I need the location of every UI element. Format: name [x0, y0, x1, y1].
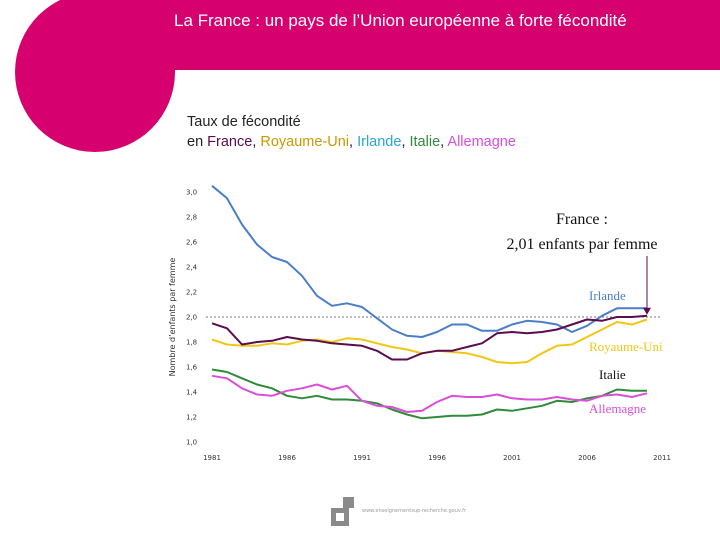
series-line-allemagne [211, 374, 648, 413]
y-tick-label: 2,6 [186, 239, 198, 247]
subtitle-france: France [207, 134, 253, 150]
ministry-logo-icon [331, 497, 354, 526]
annotation-arrow-head [643, 307, 651, 315]
series-line-france [211, 314, 648, 361]
x-tick-label: 2011 [653, 454, 671, 462]
slide-title: La France : un pays de l’Union européenn… [174, 11, 627, 30]
series-label-italie: Italie [599, 367, 626, 382]
subtitle-allemagne: Allemagne [447, 134, 516, 150]
subtitle-irlande: Irlande [357, 134, 402, 150]
subtitle-sep-3: , [401, 134, 410, 150]
x-tick-label: 1991 [353, 454, 371, 462]
subtitle-prefix: en [187, 134, 208, 150]
chart-subtitle: Taux de fécondité en France, Royaume-Uni… [187, 112, 516, 152]
x-tick-label: 2006 [578, 454, 596, 462]
subtitle-sep-2: , [349, 134, 358, 150]
y-tick-label: 1,4 [186, 389, 198, 397]
annotation-line-2: 2,01 enfants par femme [506, 236, 657, 253]
y-tick-label: 3,0 [186, 189, 197, 197]
x-tick-label: 1981 [203, 454, 221, 462]
y-tick-label: 2,0 [186, 314, 197, 322]
subtitle-line-1: Taux de fécondité [187, 114, 301, 130]
y-tick-label: 2,2 [186, 289, 197, 297]
x-tick-label: 2001 [503, 454, 521, 462]
subtitle-royaume-uni: Royaume-Uni [260, 134, 350, 150]
subtitle-sep-1: , [252, 134, 261, 150]
y-tick-label: 1,8 [186, 339, 197, 347]
y-tick-label: 1,6 [186, 364, 198, 372]
series-label-irlande: Irlande [589, 288, 626, 303]
series-line-irlande [211, 185, 647, 338]
series-label-allemagne: Allemagne [589, 401, 646, 416]
y-tick-label: 2,4 [186, 264, 198, 272]
chart-series-layer [211, 185, 648, 420]
series-label-royaume-uni: Royaume-Uni [589, 339, 663, 354]
subtitle-line-2: en France, Royaume-Uni, Irlande, Italie,… [187, 132, 516, 152]
series-line-italie [211, 368, 647, 420]
x-tick-label: 1986 [278, 454, 296, 462]
chart-axis-layer: 1,0 1,2 1,4 1,6 1,8 2,0 2,2 2,4 2,6 2,8 3,0 1981 198… [168, 189, 671, 463]
footer-logo-area [325, 495, 525, 531]
subtitle-sep-4: , [440, 134, 448, 150]
y-tick-label: 1,2 [186, 414, 197, 422]
y-tick-label: 2,8 [186, 214, 197, 222]
magenta-title-band [95, 0, 720, 70]
y-tick-label: 1,0 [186, 439, 197, 447]
subtitle-italie: Italie [409, 134, 441, 150]
x-tick-label: 1996 [428, 454, 446, 462]
chart-label-layer: Royaume-Uni Irlande Italie Allemagne France … [506, 211, 663, 416]
annotation-line-1: France : [556, 211, 608, 228]
y-axis-label: Nombre d’enfants par femme [168, 258, 177, 377]
series-line-royaume-uni [211, 318, 648, 365]
footer-url: www.enseignementsup-recherche.gouv.fr [362, 508, 466, 514]
